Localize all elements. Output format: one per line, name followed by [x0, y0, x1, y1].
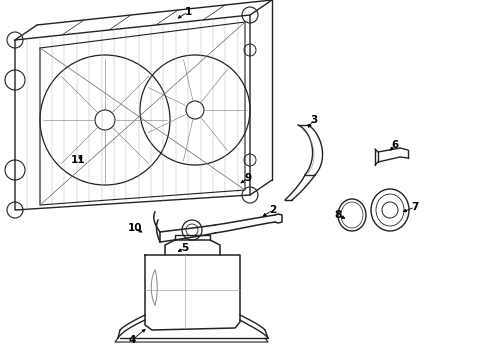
- Text: 3: 3: [310, 115, 318, 125]
- Text: 4: 4: [128, 335, 136, 345]
- Text: 2: 2: [270, 205, 277, 215]
- Text: 7: 7: [411, 202, 418, 212]
- Text: 5: 5: [181, 243, 189, 253]
- Text: 6: 6: [392, 140, 399, 150]
- Text: 10: 10: [128, 223, 142, 233]
- Text: 9: 9: [245, 173, 251, 183]
- Text: 11: 11: [71, 155, 85, 165]
- Text: 1: 1: [184, 7, 192, 17]
- Text: 8: 8: [334, 210, 342, 220]
